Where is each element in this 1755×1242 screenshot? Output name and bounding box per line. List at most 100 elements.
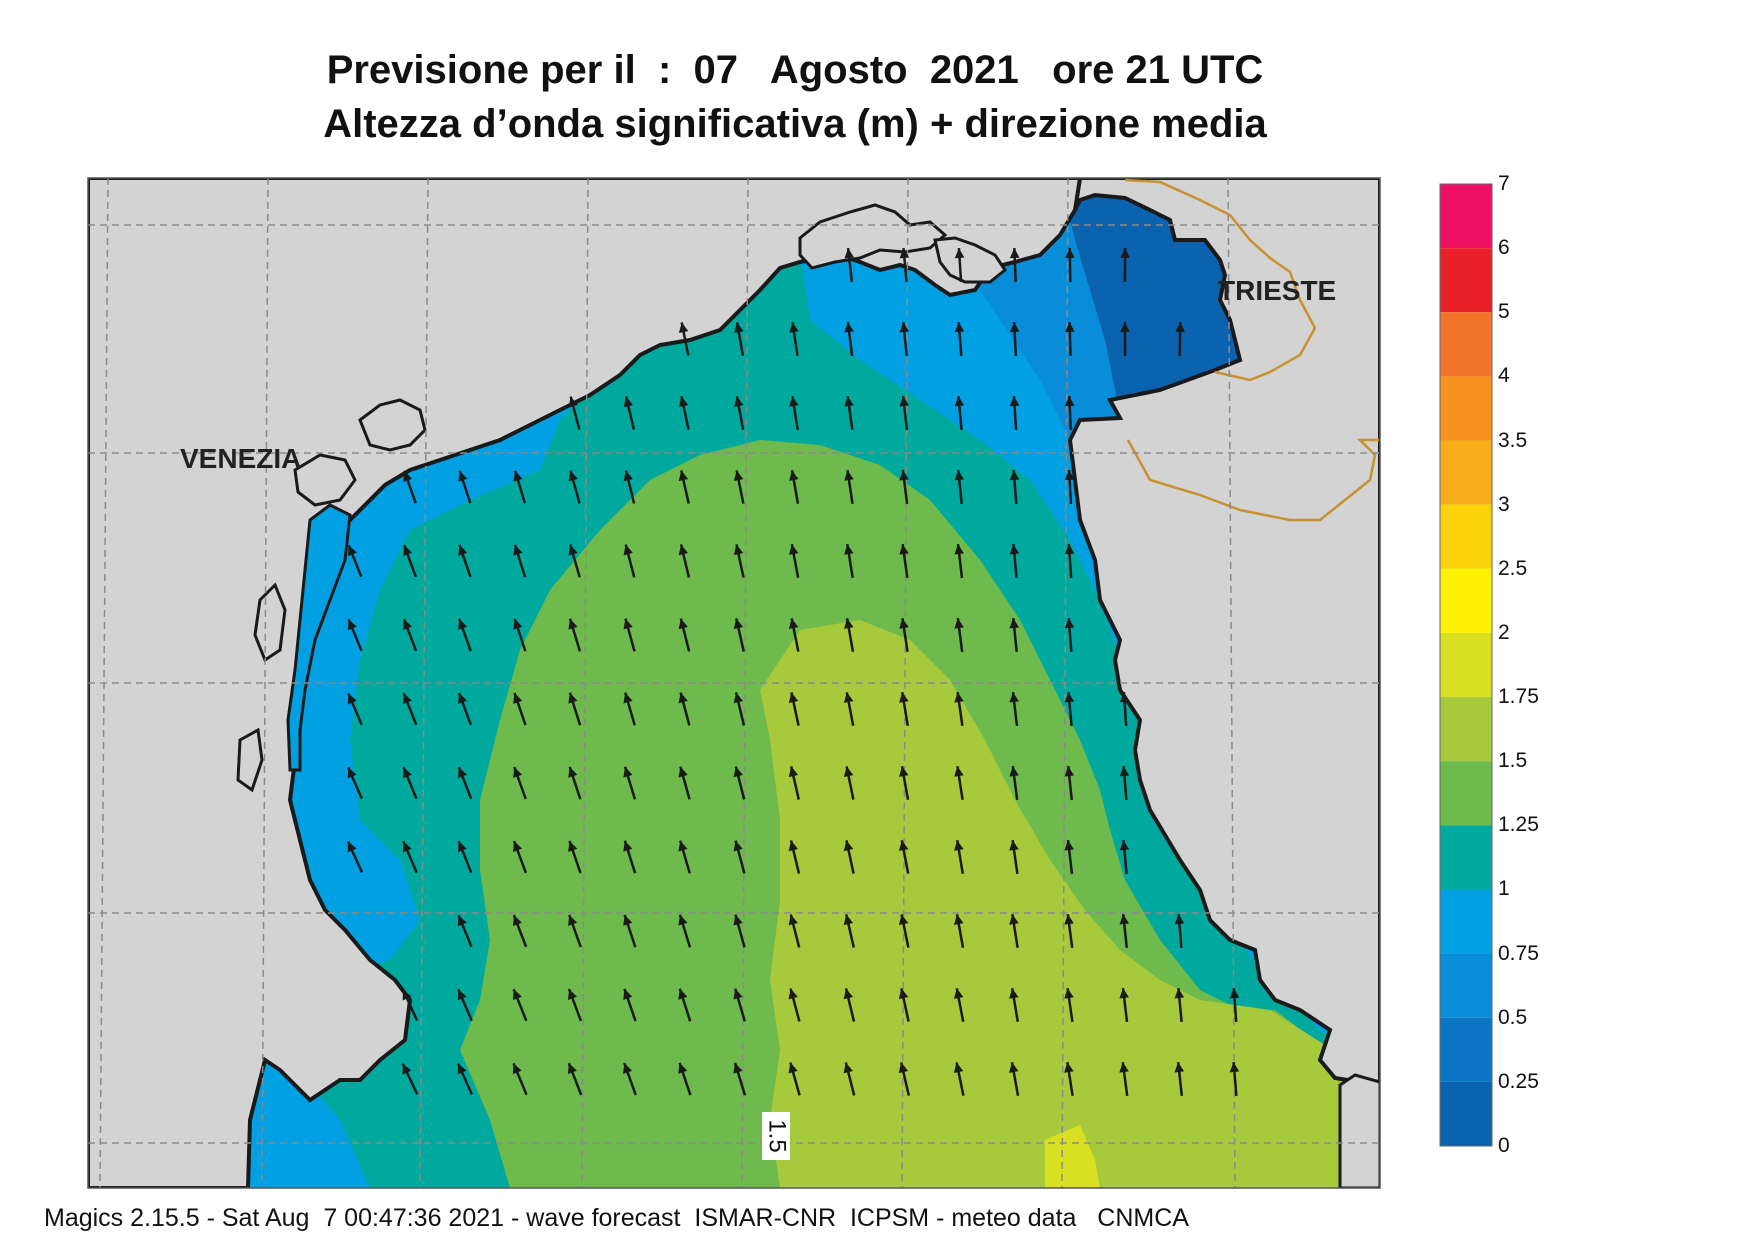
wave-arrow-head [843, 988, 853, 1000]
wave-arrow-head [678, 988, 688, 1000]
wave-arrow-head [402, 767, 412, 779]
wave-arrow-head [1064, 544, 1075, 555]
wave-arrow-head [1119, 692, 1130, 703]
wave-arrow-head [1009, 322, 1020, 333]
wave-arrow-head [788, 618, 799, 629]
wave-arrow-head [568, 544, 578, 556]
wave-arrow-head [402, 619, 412, 631]
wave-arrow-head [513, 766, 523, 778]
legend-level-label: 2 [1498, 620, 1510, 644]
wave-arrow-head [1174, 1062, 1184, 1073]
wave-arrow-head [402, 1063, 412, 1075]
wave-arrow-head [623, 692, 633, 704]
wave-arrow-head [733, 914, 743, 926]
contour-label: 1.5 [762, 1112, 791, 1160]
wave-arrow-head [1009, 544, 1020, 555]
lagoon-island [236, 727, 264, 793]
wave-arrow-head [899, 544, 909, 555]
legend-level-label: 3.5 [1498, 428, 1528, 452]
wave-arrow-head [457, 1063, 467, 1075]
wave-arrow-head [1009, 840, 1019, 851]
graticule [88, 178, 1380, 1188]
wave-arrow-head [954, 544, 964, 555]
wave-arrow-head [954, 322, 965, 333]
wave-arrow-head [733, 618, 744, 630]
wave-arrow-head [1065, 322, 1075, 333]
wave-arrow-head [899, 396, 909, 407]
wave-arrow-head [402, 989, 412, 1001]
wave-arrow-head [1009, 1062, 1019, 1073]
wave-arrow-head [1064, 988, 1074, 999]
wave-arrow-head [1065, 248, 1075, 258]
legend-level-label: 2.5 [1498, 556, 1528, 580]
wave-arrow-head [403, 470, 413, 482]
wave-band-1.75 [1045, 1125, 1100, 1188]
wave-arrow-head [954, 470, 965, 481]
wave-arrow-head [733, 544, 744, 556]
legend-level-label: 1.25 [1498, 813, 1539, 837]
wave-arrow-head [568, 692, 578, 704]
wave-arrow-head [458, 470, 468, 482]
wave-arrow-head [954, 618, 964, 629]
legend-swatch [1440, 184, 1492, 249]
wave-arrow-head [512, 989, 522, 1001]
wave-arrow-head [568, 989, 578, 1001]
wave-arrow-head [403, 545, 413, 556]
wave-arrow-head [678, 914, 688, 926]
wave-arrow-head [1229, 1062, 1240, 1073]
legend-level-label: 1.5 [1498, 749, 1528, 773]
map-subtitle: Altezza d’onda significativa (m) + direz… [323, 102, 1267, 146]
wave-arrow-head [1229, 988, 1240, 999]
legend-swatch [1440, 248, 1492, 313]
wave-arrow-head [623, 396, 634, 408]
wave-arrow-head [1009, 988, 1019, 999]
wave-arrow-head [347, 545, 357, 557]
wave-arrow-head [844, 248, 854, 259]
wave-arrow-head [899, 692, 909, 703]
lagoon-island [933, 236, 1008, 284]
wave-arrow-head [733, 692, 744, 704]
wave-arrow-head [568, 470, 578, 482]
wave-arrow-head [1009, 396, 1020, 407]
wave-arrow-head [568, 618, 578, 630]
wave-arrow-head [954, 692, 964, 703]
wave-arrow-head [1174, 988, 1185, 999]
wave-arrow-head [1009, 618, 1020, 629]
wave-arrow-head [1064, 914, 1074, 925]
wave-arrow-head [347, 767, 357, 779]
wave-arrow-head [843, 840, 854, 852]
legend-level-label: 0.5 [1498, 1005, 1528, 1029]
wave-arrow-head [623, 840, 633, 852]
wave-arrow-head [623, 914, 633, 926]
wave-arrow-head [1064, 766, 1075, 777]
wave-arrow-head [1119, 1062, 1129, 1073]
wave-arrow-head [788, 1062, 798, 1074]
wave-arrow-head [788, 914, 798, 926]
wave-arrow-head [844, 322, 854, 333]
legend-level-label: 1 [1498, 877, 1510, 901]
wave-arrow-head [1119, 766, 1130, 777]
wave-arrow-head [457, 989, 467, 1001]
legend-level-label: 0.25 [1498, 1069, 1539, 1093]
legend-swatch [1440, 761, 1492, 826]
legend-swatch [1440, 825, 1492, 890]
wave-arrow-head [457, 841, 467, 853]
wave-arrow-head [623, 544, 633, 556]
wave-arrow-head [678, 618, 688, 630]
wave-arrow-head [734, 322, 744, 333]
wave-arrow-head [457, 915, 467, 927]
wave-arrow-head [678, 766, 688, 778]
wave-arrow-head [788, 840, 798, 852]
wave-arrow-head [844, 618, 854, 629]
wave-arrow-head [953, 1062, 964, 1074]
wave-arrow-head [623, 766, 633, 778]
legend-swatch [1440, 440, 1492, 505]
wave-arrow-head [844, 396, 854, 407]
lagoon-island [293, 453, 357, 507]
wave-band-1.5 [760, 620, 1380, 1188]
legend-swatch [1440, 1081, 1492, 1146]
wave-arrow-head [733, 840, 743, 852]
map-frame [87, 177, 1381, 1189]
wave-direction-arrows [346, 247, 1240, 1097]
